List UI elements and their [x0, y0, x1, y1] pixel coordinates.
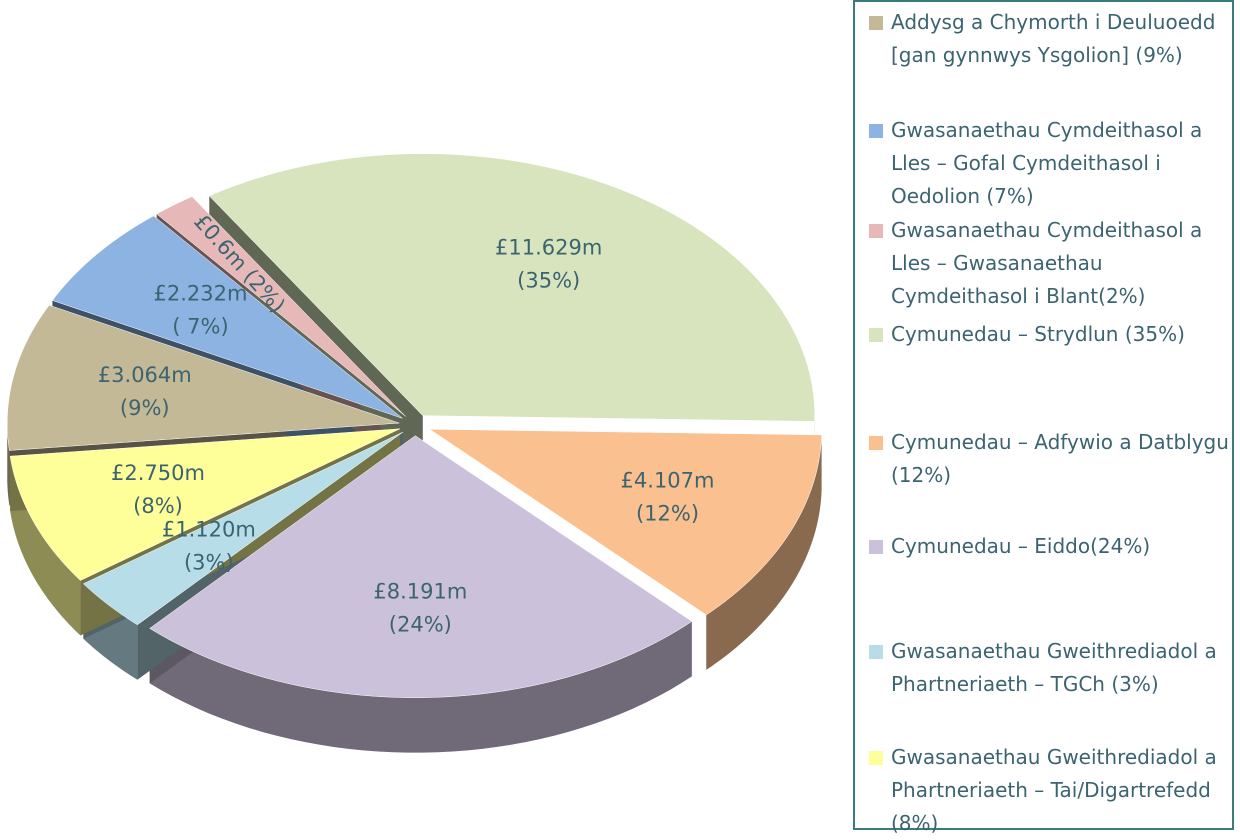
data-label-line: ( 7%)	[172, 314, 228, 338]
data-label-line: £4.107m	[621, 468, 715, 492]
data-label-line: (24%)	[389, 613, 452, 637]
legend-swatch	[869, 124, 883, 138]
chart: £3.064m(9%)£2.232m( 7%)£0.6m (2%)£11.629…	[0, 0, 850, 834]
legend-label: Gwasanaethau Gweithrediadol a Phartneria…	[891, 745, 1217, 835]
legend-swatch	[869, 645, 883, 659]
legend-label: Cymunedau – Strydlun (35%)	[891, 322, 1185, 346]
data-label-line: £2.750m	[111, 461, 205, 485]
data-label-line: £3.064m	[98, 363, 192, 387]
legend-item: Cymunedau – Eiddo(24%)	[869, 530, 1229, 563]
legend-swatch	[869, 751, 883, 765]
legend-item: Gwasanaethau Cymdeithasol a Lles – Gwasa…	[869, 214, 1229, 313]
data-label-line: (35%)	[517, 269, 580, 293]
data-label-line: £8.191m	[373, 580, 467, 604]
legend-label: Gwasanaethau Cymdeithasol a Lles – Gwasa…	[891, 218, 1202, 308]
legend-label: Gwasanaethau Gweithrediadol a Phartneria…	[891, 639, 1217, 696]
legend-item: Cymunedau – Strydlun (35%)	[869, 318, 1229, 351]
legend-swatch	[869, 540, 883, 554]
data-label-line: £1.120m	[162, 517, 256, 541]
legend-item: Gwasanaethau Cymdeithasol a Lles – Gofal…	[869, 114, 1229, 213]
legend-item: Cymunedau – Adfywio a Datblygu (12%)	[869, 426, 1229, 492]
legend-label: Gwasanaethau Cymdeithasol a Lles – Gofal…	[891, 118, 1202, 208]
legend: Addysg a Chymorth i Deuluoedd [gan gynnw…	[853, 0, 1234, 830]
legend-swatch	[869, 436, 883, 450]
legend-swatch	[869, 16, 883, 30]
legend-label: Addysg a Chymorth i Deuluoedd [gan gynnw…	[891, 10, 1215, 67]
legend-item: Gwasanaethau Gweithrediadol a Phartneria…	[869, 741, 1229, 840]
legend-item: Gwasanaethau Gweithrediadol a Phartneria…	[869, 635, 1229, 701]
data-label-line: (9%)	[120, 396, 170, 420]
legend-label: Cymunedau – Eiddo(24%)	[891, 534, 1150, 558]
data-label-line: £11.629m	[495, 236, 602, 260]
legend-label: Cymunedau – Adfywio a Datblygu (12%)	[891, 430, 1229, 487]
legend-item: Addysg a Chymorth i Deuluoedd [gan gynnw…	[869, 6, 1229, 72]
data-label-line: (8%)	[133, 494, 183, 518]
data-label-line: (12%)	[636, 501, 699, 525]
legend-swatch	[869, 224, 883, 238]
data-label-line: £2.232m	[154, 281, 248, 305]
data-label-line: (3%)	[184, 550, 234, 574]
legend-swatch	[869, 328, 883, 342]
